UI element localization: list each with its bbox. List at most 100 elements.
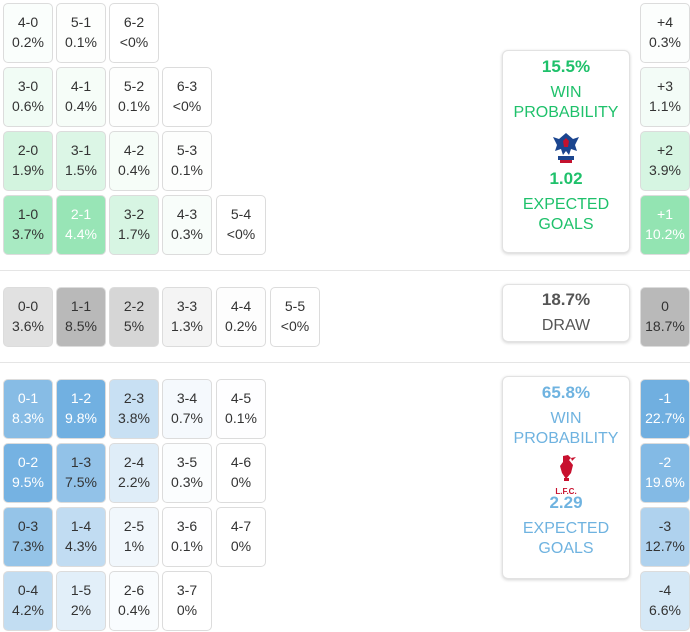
score-label: 4-6 (230, 454, 252, 470)
score-label: 3-7 (176, 582, 198, 598)
draw-scoreline-cell: 4-4 0.2% (216, 287, 266, 347)
score-label: -4 (658, 582, 672, 598)
score-probability: 0.4% (65, 98, 97, 114)
score-label: 4-1 (70, 78, 92, 94)
score-probability: 0.3% (171, 226, 203, 242)
draw-scoreline-cell: 5-5 <0% (270, 287, 320, 347)
score-probability: 0.2% (12, 34, 44, 50)
away-scoreline-cell: 0-3 7.3% (3, 507, 53, 567)
draw-card: 18.7% DRAW (502, 284, 630, 342)
score-label: +2 (657, 142, 673, 158)
away-team-card: 65.8% WIN PROBABILITY L.F.C. 2.29 EXPECT… (502, 376, 630, 579)
away-scoreline-cell: 4-7 0% (216, 507, 266, 567)
away-scoreline-cell: 2-5 1% (109, 507, 159, 567)
score-probability: 0.1% (118, 98, 150, 114)
away-scoreline-cell: 3-6 0.1% (162, 507, 212, 567)
score-label: 1-1 (70, 298, 92, 314)
home-xg-label: EXPECTED GOALS (522, 196, 610, 233)
score-probability: 7.3% (12, 538, 44, 554)
score-probability: 5% (123, 318, 145, 334)
score-label: 3-2 (123, 206, 145, 222)
score-probability: 0.3% (649, 34, 681, 50)
score-label: 1-0 (17, 206, 39, 222)
home-scoreline-cell: 3-2 1.7% (109, 195, 159, 255)
score-label: 3-1 (70, 142, 92, 158)
score-label: 6-2 (123, 14, 145, 30)
score-label: +1 (657, 206, 673, 222)
score-probability: 1.5% (65, 162, 97, 178)
score-label: 1-5 (70, 582, 92, 598)
away-xg: 2.29 (549, 493, 583, 512)
draw-scoreline-cell: 0-0 3.6% (3, 287, 53, 347)
score-label: 2-5 (123, 518, 145, 534)
score-probability: 0.4% (118, 602, 150, 618)
liverpool-crest: L.F.C. (549, 453, 583, 496)
score-probability: 9.8% (65, 410, 97, 426)
home-scoreline-cell: 5-1 0.1% (56, 3, 106, 63)
draw-scoreline-cell: 2-2 5% (109, 287, 159, 347)
score-label: 5-5 (284, 298, 306, 314)
score-label: 2-4 (123, 454, 145, 470)
away-scoreline-cell: 4-6 0% (216, 443, 266, 503)
home-scoreline-cell: 4-3 0.3% (162, 195, 212, 255)
score-probability: 0.1% (171, 162, 203, 178)
score-probability: 0% (176, 602, 198, 618)
score-label: 3-5 (176, 454, 198, 470)
liverpool-liverbird-icon (560, 455, 576, 481)
draw-scoreline-cell: 1-1 8.5% (56, 287, 106, 347)
score-label: 5-4 (230, 206, 252, 222)
score-probability: 2.2% (118, 474, 150, 490)
score-probability: 3.7% (12, 226, 44, 242)
away-margin-cell: -3 12.7% (640, 507, 690, 567)
score-probability: 9.5% (12, 474, 44, 490)
score-probability: 18.7% (645, 318, 685, 334)
draw-away-divider (0, 362, 690, 363)
score-probability: 4.3% (65, 538, 97, 554)
home-scoreline-cell: 4-2 0.4% (109, 131, 159, 191)
score-label: 4-4 (230, 298, 252, 314)
score-label: 5-2 (123, 78, 145, 94)
away-scoreline-cell: 0-1 8.3% (3, 379, 53, 439)
score-label: 4-2 (123, 142, 145, 158)
score-probability: <0% (119, 34, 149, 50)
score-probability: 3.9% (649, 162, 681, 178)
away-xg-label: EXPECTED GOALS (522, 520, 610, 557)
score-probability: 0.1% (65, 34, 97, 50)
score-label: 5-3 (176, 142, 198, 158)
score-probability: 0.1% (171, 538, 203, 554)
score-probability: <0% (226, 226, 256, 242)
crystal-palace-eagle-icon (553, 133, 579, 163)
score-probability: 8.3% (12, 410, 44, 426)
score-probability: 0.7% (171, 410, 203, 426)
score-label: 3-6 (176, 518, 198, 534)
score-label: -2 (658, 454, 672, 470)
score-label: 4-7 (230, 518, 252, 534)
home-xg: 1.02 (549, 169, 583, 188)
draw-label: DRAW (541, 317, 591, 334)
home-scoreline-cell: 2-1 4.4% (56, 195, 106, 255)
lfc-crest-text: L.F.C. (555, 487, 577, 496)
score-label: +3 (657, 78, 673, 94)
score-label: -1 (658, 390, 672, 406)
score-probability: 0% (230, 538, 252, 554)
home-scoreline-cell: 5-2 0.1% (109, 67, 159, 127)
score-probability: 1.3% (171, 318, 203, 334)
away-scoreline-cell: 4-5 0.1% (216, 379, 266, 439)
home-scoreline-cell: 5-4 <0% (216, 195, 266, 255)
score-label: 0-0 (17, 298, 39, 314)
home-margin-cell: +4 0.3% (640, 3, 690, 63)
score-label: 2-1 (70, 206, 92, 222)
away-scoreline-cell: 2-3 3.8% (109, 379, 159, 439)
home-scoreline-cell: 3-0 0.6% (3, 67, 53, 127)
score-probability: 12.7% (645, 538, 685, 554)
score-probability: 19.6% (645, 474, 685, 490)
score-label: 0-1 (17, 390, 39, 406)
away-scoreline-cell: 1-4 4.3% (56, 507, 106, 567)
score-label: 4-3 (176, 206, 198, 222)
score-label: 3-4 (176, 390, 198, 406)
away-scoreline-cell: 1-2 9.8% (56, 379, 106, 439)
score-probability: 4.4% (65, 226, 97, 242)
score-probability: 0.1% (225, 410, 257, 426)
score-probability: 10.2% (645, 226, 685, 242)
away-scoreline-cell: 3-4 0.7% (162, 379, 212, 439)
